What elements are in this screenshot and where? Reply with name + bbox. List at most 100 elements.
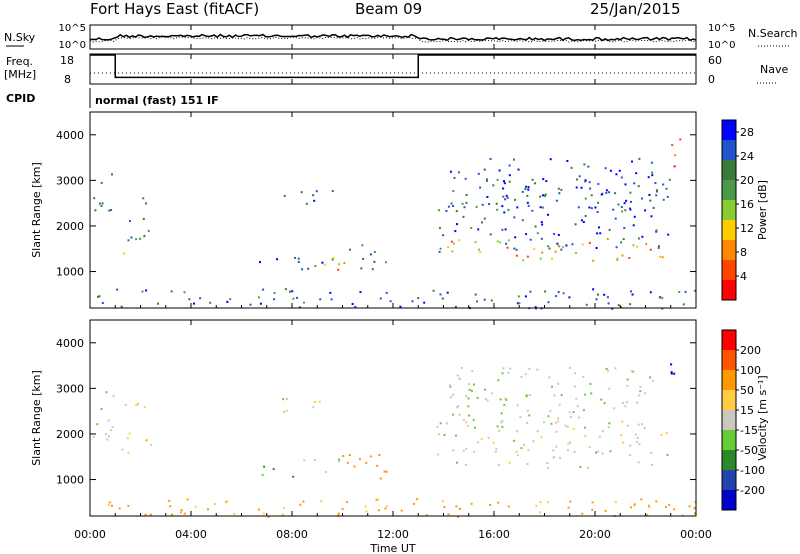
colorbar-segment bbox=[722, 470, 736, 491]
data-cell bbox=[170, 290, 173, 293]
data-cell bbox=[492, 184, 495, 187]
data-cell bbox=[597, 293, 599, 296]
data-cell bbox=[188, 298, 191, 301]
data-cell bbox=[547, 213, 549, 216]
data-cell bbox=[614, 192, 617, 195]
data-cell bbox=[621, 210, 624, 213]
data-cell bbox=[542, 194, 544, 197]
data-cell bbox=[330, 298, 333, 301]
data-cell bbox=[194, 505, 197, 508]
data-cell bbox=[645, 243, 648, 246]
data-cell bbox=[305, 202, 308, 205]
data-cell bbox=[534, 306, 537, 309]
colorbar-tick-label: 100 bbox=[740, 364, 761, 377]
data-cell bbox=[171, 513, 174, 516]
data-cell bbox=[553, 394, 556, 397]
data-cell bbox=[620, 176, 623, 179]
data-cell bbox=[665, 187, 668, 190]
data-cell bbox=[624, 183, 627, 186]
data-cell bbox=[652, 206, 655, 209]
beam-title: Beam 09 bbox=[355, 0, 422, 18]
data-cell bbox=[524, 295, 527, 298]
data-cell bbox=[526, 409, 529, 412]
data-cell bbox=[467, 405, 470, 408]
data-cell bbox=[499, 398, 502, 401]
data-cell bbox=[116, 288, 119, 291]
range-tick-label: 1000 bbox=[56, 474, 84, 487]
data-cell bbox=[557, 420, 560, 423]
data-cell bbox=[360, 267, 363, 270]
colorbar-segment bbox=[722, 450, 736, 471]
data-cell bbox=[438, 250, 441, 253]
data-cell bbox=[572, 411, 575, 414]
data-cell bbox=[522, 443, 525, 446]
data-cell bbox=[632, 244, 635, 247]
data-cell bbox=[588, 241, 591, 244]
data-cell bbox=[670, 363, 673, 366]
data-cell bbox=[101, 302, 104, 304]
data-cell bbox=[633, 182, 636, 185]
noise-tick-left-top: 10^5 bbox=[59, 23, 86, 34]
data-cell bbox=[554, 250, 557, 253]
data-cell bbox=[590, 194, 593, 197]
data-cell bbox=[359, 458, 361, 461]
data-cell bbox=[514, 236, 517, 239]
freq-label-2: [MHz] bbox=[4, 68, 36, 81]
data-cell bbox=[501, 205, 504, 208]
data-cell bbox=[455, 210, 458, 213]
data-cell bbox=[671, 144, 674, 147]
data-cell bbox=[629, 208, 632, 211]
data-cell bbox=[507, 208, 510, 211]
data-cell bbox=[607, 369, 610, 372]
data-cell bbox=[145, 439, 148, 442]
data-cell bbox=[486, 179, 489, 182]
data-cell bbox=[502, 367, 505, 370]
data-cell bbox=[541, 251, 544, 254]
data-cell bbox=[386, 505, 389, 508]
data-cell bbox=[122, 252, 125, 255]
data-cell bbox=[613, 407, 616, 410]
colorbar-segment bbox=[722, 200, 736, 221]
data-cell bbox=[226, 500, 229, 503]
data-cell bbox=[608, 228, 611, 231]
data-cell bbox=[630, 290, 632, 293]
power-colorbar: 28 24 20 16 12 8 4 bbox=[721, 119, 754, 301]
data-cell bbox=[570, 166, 573, 169]
data-cell bbox=[282, 398, 285, 401]
data-cell bbox=[439, 422, 442, 425]
data-cell bbox=[616, 259, 619, 261]
data-cell bbox=[515, 450, 518, 453]
range-tick-label: 4000 bbox=[56, 129, 84, 142]
data-cell bbox=[412, 502, 415, 505]
data-cell bbox=[501, 425, 504, 428]
data-cell bbox=[588, 181, 591, 184]
data-cell bbox=[472, 418, 475, 421]
data-cell bbox=[468, 414, 471, 417]
data-cell bbox=[549, 410, 552, 413]
cpid-text: normal (fast) 151 IF bbox=[95, 94, 219, 107]
data-cell bbox=[517, 454, 519, 457]
data-cell bbox=[591, 501, 594, 504]
data-cell bbox=[503, 211, 506, 214]
data-cell bbox=[569, 500, 572, 503]
data-cell bbox=[573, 450, 576, 453]
colorbar-frame bbox=[721, 329, 737, 511]
data-cell bbox=[606, 296, 609, 299]
data-cell bbox=[608, 191, 610, 194]
data-cell bbox=[638, 394, 641, 397]
date-title: 25/Jan/2015 bbox=[590, 0, 681, 18]
data-cell bbox=[546, 462, 549, 464]
data-cell bbox=[502, 187, 505, 190]
data-cell bbox=[517, 168, 520, 171]
data-cell bbox=[681, 514, 684, 517]
colorbar-segment bbox=[722, 260, 736, 281]
data-cell bbox=[425, 514, 428, 517]
data-cell bbox=[369, 253, 372, 256]
data-cell bbox=[668, 178, 671, 181]
data-cell bbox=[514, 198, 517, 201]
data-cell bbox=[574, 223, 577, 226]
data-cell bbox=[111, 504, 113, 507]
data-cell bbox=[608, 387, 611, 390]
data-cell bbox=[303, 459, 306, 462]
data-cell bbox=[515, 248, 518, 251]
